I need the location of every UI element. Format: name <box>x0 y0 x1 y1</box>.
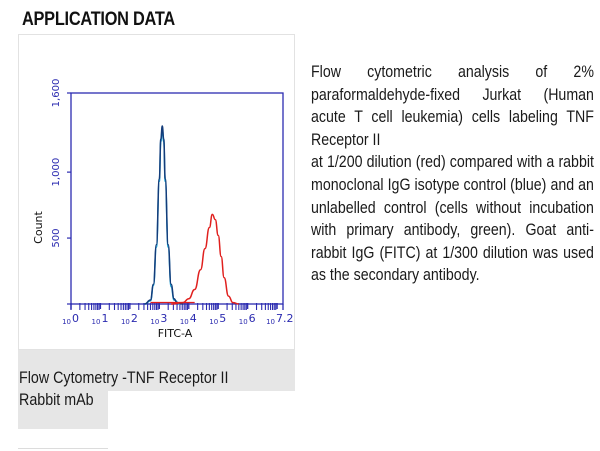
x-tick-label: 10 <box>239 318 248 326</box>
svg-text:2: 2 <box>131 312 138 325</box>
caption-line-2: Rabbit mAb <box>19 390 94 409</box>
description-text-2: at 1/200 dilution (red) compared with a … <box>311 153 594 285</box>
figure-description: Flow cytometric analysis of 2% paraforma… <box>311 61 594 287</box>
chart-axes <box>67 92 284 310</box>
x-tick-label: 10 <box>266 318 275 326</box>
caption-line-1: Flow Cytometry -TNF Receptor II <box>19 368 229 387</box>
red-series-line <box>171 213 239 305</box>
cyan-series-line <box>144 127 181 305</box>
svg-text:4: 4 <box>190 312 197 325</box>
blue-series-line <box>144 125 183 305</box>
caption-background <box>18 350 295 391</box>
x-tick-label: 10 <box>121 318 130 326</box>
x-tick-label: 10 <box>180 318 189 326</box>
svg-text:6: 6 <box>249 312 256 325</box>
chart-series <box>144 125 239 305</box>
svg-text:5: 5 <box>219 312 226 325</box>
x-tick-label: 10 <box>209 318 218 326</box>
x-tick-label: 10 <box>92 318 101 326</box>
svg-text:7.2: 7.2 <box>276 312 294 325</box>
x-tick-label: 10 <box>62 318 71 326</box>
figure-caption: Flow Cytometry -TNF Receptor II Rabbit m… <box>19 367 246 411</box>
x-tick-label: 10 <box>150 318 159 326</box>
y-tick-label: 1,600 <box>51 79 62 108</box>
y-tick-label: 1,000 <box>51 158 62 187</box>
x-axis-label: FITC-A <box>158 327 193 340</box>
caption-background-tail <box>18 391 108 429</box>
flow-cytometry-figure: 500 1,000 1,600 Count 10 0 10 1 10 2 10 3 10 4 10 5 10 6 1… <box>18 34 295 350</box>
svg-text:1: 1 <box>101 312 108 325</box>
description-text-1: Flow cytometric analysis of 2% paraforma… <box>311 63 594 149</box>
svg-text:0: 0 <box>72 312 79 325</box>
y-tick-label: 500 <box>51 229 62 248</box>
divider <box>18 448 108 449</box>
plot-frame <box>70 92 284 305</box>
y-axis-label: Count <box>32 210 45 243</box>
svg-text:3: 3 <box>160 312 167 325</box>
section-title: APPLICATION DATA <box>22 9 175 30</box>
